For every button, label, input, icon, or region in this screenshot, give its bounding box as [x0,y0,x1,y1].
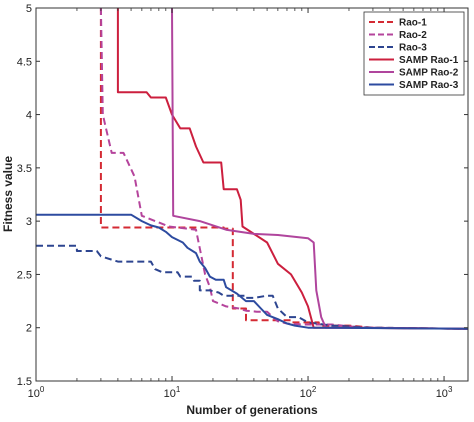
series-line-rao-2 [99,8,468,330]
x-tick-label: 100 [28,385,45,400]
y-tick-label: 5 [26,3,32,15]
y-tick-label: 2.5 [17,269,32,281]
legend-label: SAMP Rao-2 [399,68,459,79]
series-line-samp-rao-1 [116,8,468,330]
series-line-samp-rao-3 [36,213,468,330]
legend-box [363,11,465,96]
y-tick-label: 1.5 [17,376,32,388]
series-line-rao-3 [36,244,468,330]
y-tick-label: 3.5 [17,163,32,175]
legend-label: Rao-2 [399,30,427,41]
y-tick-label: 2 [26,323,32,335]
legend-label: SAMP Rao-1 [399,55,459,66]
legend-label: Rao-3 [399,43,427,54]
x-tick-label: 103 [436,385,453,400]
x-axis-title: Number of generations [186,403,318,417]
legend-label: SAMP Rao-3 [399,80,459,91]
y-tick-label: 4 [26,110,32,122]
x-tick-label: 102 [300,385,317,400]
y-tick-label: 3 [26,216,32,228]
plot-frame [35,7,469,382]
y-tick-label: 4.5 [17,56,32,68]
ticks-layer: 1.5 2 2.5 3 3.5 4 4.5 5 100 101 102 103 [17,3,468,400]
legend-label: Rao-1 [399,18,427,29]
x-tick-label: 101 [164,385,181,400]
series-layer [36,8,468,330]
y-axis-title: Fitness value [1,156,15,232]
